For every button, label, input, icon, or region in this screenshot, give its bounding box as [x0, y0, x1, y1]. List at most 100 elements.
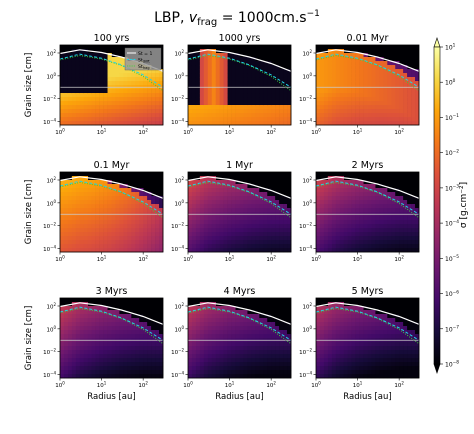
heatmap-cell [343, 310, 348, 315]
heatmap-cell [391, 330, 396, 335]
heatmap-cell [211, 330, 217, 335]
heatmap-cell [155, 366, 160, 371]
heatmap-cell [79, 244, 85, 249]
heatmap-cell [255, 117, 260, 122]
heatmap-cell [111, 318, 116, 323]
heatmap-cell [363, 204, 368, 209]
heatmap-cell [283, 196, 288, 201]
heatmap-cell [79, 117, 85, 122]
heatmap-cell [79, 57, 85, 62]
heatmap-cell [335, 358, 341, 363]
heatmap-cell [327, 216, 333, 221]
heatmap-cell [227, 350, 232, 355]
heatmap-cell [351, 69, 356, 74]
heatmap-cell [87, 370, 92, 375]
heatmap-cell [231, 61, 236, 66]
heatmap-cell [143, 208, 148, 213]
heatmap-cell [399, 105, 404, 110]
heatmap-cell [379, 322, 384, 327]
heatmap-cell [331, 216, 337, 221]
heatmap-cell [60, 188, 65, 193]
heatmap-cell [155, 236, 160, 241]
heatmap-cell [287, 216, 292, 221]
heatmap-cell [99, 117, 104, 122]
heatmap-cell [83, 354, 89, 359]
heatmap-cell [403, 105, 408, 110]
heatmap-cell [331, 73, 337, 78]
heatmap-cell [219, 228, 224, 233]
heatmap-cell [243, 57, 248, 62]
heatmap-cell [79, 374, 85, 379]
heatmap-cell [199, 220, 205, 225]
heatmap-cell [123, 204, 128, 209]
heatmap-cell [375, 65, 380, 70]
heatmap-cell [67, 310, 73, 315]
heatmap-cell [211, 57, 217, 62]
heatmap-cell [131, 330, 136, 335]
heatmap-cell [63, 81, 69, 86]
heatmap-cell [63, 346, 69, 351]
heatmap-cell [331, 196, 337, 201]
heatmap-cell [87, 366, 92, 371]
heatmap-cell [67, 228, 73, 233]
heatmap-cell [203, 176, 209, 181]
heatmap-cell [255, 314, 260, 319]
heatmap-cell [87, 113, 92, 118]
heatmap-cell [395, 366, 400, 371]
heatmap-cell [123, 358, 128, 363]
heatmap-cell [355, 220, 360, 225]
heatmap-cell [127, 121, 132, 126]
heatmap-cell [239, 97, 244, 102]
heatmap-cell [355, 374, 360, 379]
heatmap-cell [407, 358, 412, 363]
heatmap-cell [243, 73, 248, 78]
heatmap-cell [79, 358, 85, 363]
heatmap-cell [395, 248, 400, 253]
heatmap-cell [71, 314, 77, 319]
heatmap-cell [395, 220, 400, 225]
heatmap-cell [135, 109, 140, 114]
heatmap-cell [135, 236, 140, 241]
heatmap-cell [331, 117, 337, 122]
heatmap-cell [339, 81, 345, 86]
heatmap-cell [151, 370, 156, 375]
heatmap-cell [87, 346, 92, 351]
heatmap-cell [371, 81, 376, 86]
heatmap-cell [231, 354, 236, 359]
heatmap-cell [111, 358, 116, 363]
heatmap-cell [351, 97, 356, 102]
heatmap-cell [203, 236, 209, 241]
heatmap-cell [207, 93, 213, 98]
heatmap-cell [267, 358, 272, 363]
heatmap-cell [203, 220, 209, 225]
heatmap-cell [99, 105, 104, 110]
heatmap-cell [155, 330, 160, 335]
heatmap-cell [91, 53, 96, 58]
heatmap-cell [363, 224, 368, 229]
heatmap-cell [415, 370, 420, 375]
heatmap-cell [327, 77, 333, 82]
heatmap-cell [403, 326, 408, 331]
heatmap-cell [339, 196, 345, 201]
heatmap-cell [83, 81, 89, 86]
heatmap-cell [115, 370, 120, 375]
heatmap-cell [87, 358, 92, 363]
heatmap-cell [407, 117, 412, 122]
heatmap-cell [143, 105, 148, 110]
heatmap-cell [407, 330, 412, 335]
heatmap-cell [319, 208, 325, 213]
heatmap-cell [235, 314, 240, 319]
heatmap-cell [223, 109, 228, 114]
heatmap-cell [347, 216, 352, 221]
heatmap-cell [235, 310, 240, 315]
heatmap-cell [231, 318, 236, 323]
heatmap-cell [355, 192, 360, 197]
heatmap-cell [379, 117, 384, 122]
heatmap-cell [191, 306, 197, 311]
heatmap-cell [219, 200, 224, 205]
heatmap-cell [71, 358, 77, 363]
heatmap-cell [335, 330, 341, 335]
heatmap-cell [75, 89, 81, 94]
heatmap-cell [75, 240, 81, 245]
heatmap-cell [119, 370, 124, 375]
